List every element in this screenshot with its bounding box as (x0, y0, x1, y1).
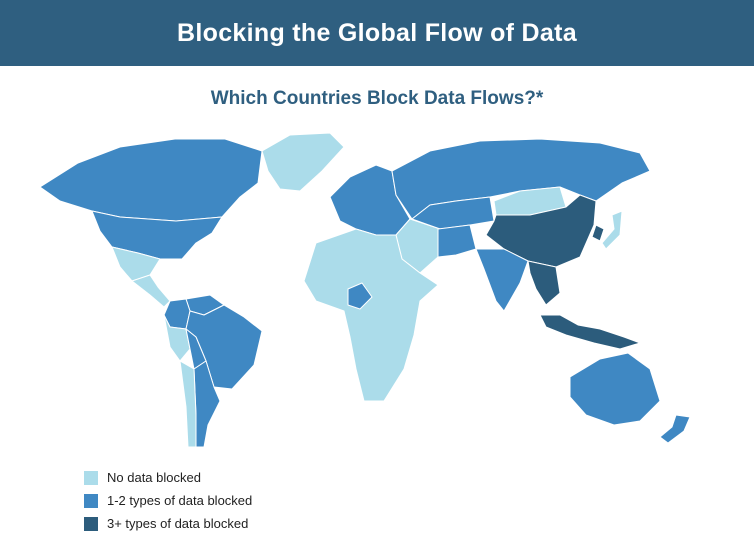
header-title: Blocking the Global Flow of Data (177, 18, 577, 47)
region-iran (437, 224, 477, 258)
region-new-zealand (659, 414, 691, 444)
legend-swatch-many (84, 516, 98, 531)
legend-item-some: 1-2 types of data blocked (84, 489, 252, 512)
region-indonesia (539, 314, 641, 350)
region-india (475, 248, 529, 312)
region-africa (303, 228, 439, 402)
region-vietnam (527, 260, 561, 306)
region-nigeria (347, 282, 373, 310)
legend-item-none: No data blocked (84, 466, 252, 489)
header-banner: Blocking the Global Flow of Data (0, 0, 754, 66)
region-united-states (91, 210, 223, 260)
legend-label-some: 1-2 types of data blocked (107, 493, 253, 508)
legend-swatch-none (84, 470, 98, 485)
region-central-america (131, 274, 171, 308)
legend-label-none: No data blocked (107, 470, 201, 485)
region-korea (591, 224, 605, 242)
region-canada (39, 138, 263, 222)
legend: No data blocked 1-2 types of data blocke… (84, 466, 252, 535)
legend-swatch-some (84, 493, 98, 508)
region-greenland (261, 132, 345, 192)
legend-item-many: 3+ types of data blocked (84, 512, 252, 535)
legend-label-many: 3+ types of data blocked (107, 516, 249, 531)
world-map (39, 132, 691, 448)
region-chile (179, 360, 197, 448)
map-title: Which Countries Block Data Flows?* (210, 88, 544, 109)
region-australia (569, 352, 661, 426)
region-japan (601, 210, 623, 250)
